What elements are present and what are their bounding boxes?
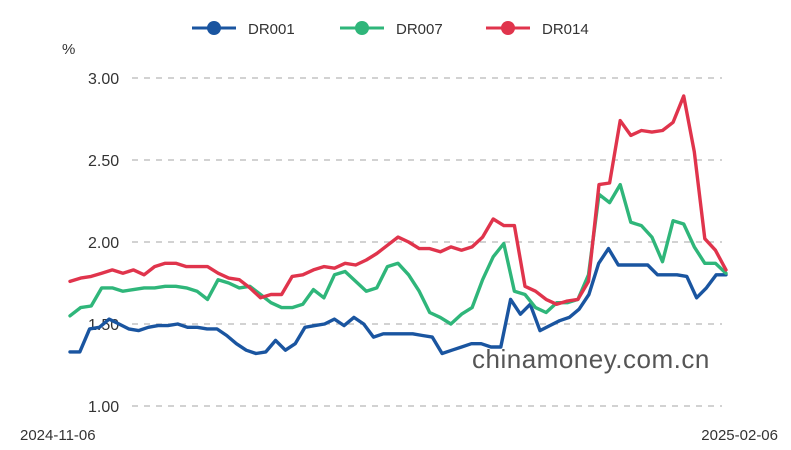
legend-label: DR014 <box>542 21 589 38</box>
y-tick-label: 2.00 <box>88 235 119 252</box>
series-line-dr007 <box>68 182 728 326</box>
series-line-dr014 <box>68 94 728 306</box>
y-tick-label: 1.00 <box>88 399 119 416</box>
legend-marker <box>355 21 369 35</box>
grid-lines <box>132 77 722 407</box>
x-start-label: 2024-11-06 <box>20 427 96 444</box>
legend-label: DR007 <box>396 21 443 38</box>
y-tick-label: 3.00 <box>88 71 119 88</box>
y-tick-label: 2.50 <box>88 153 119 170</box>
legend-item[interactable]: DR014 <box>486 21 589 38</box>
legend-item[interactable]: DR007 <box>340 21 443 38</box>
x-end-label: 2025-02-06 <box>701 427 778 444</box>
y-unit-label: % <box>62 41 75 58</box>
legend: DR001 DR007 DR014 <box>192 21 589 38</box>
y-tick-labels: 1.001.502.002.503.00 <box>88 71 119 416</box>
series-lines <box>68 94 728 356</box>
legend-label: DR001 <box>248 21 295 38</box>
legend-marker <box>207 21 221 35</box>
series-line-dr001 <box>68 246 728 356</box>
watermark-text: chinamoney.com.cn <box>472 344 710 374</box>
legend-marker <box>501 21 515 35</box>
legend-item[interactable]: DR001 <box>192 21 295 38</box>
